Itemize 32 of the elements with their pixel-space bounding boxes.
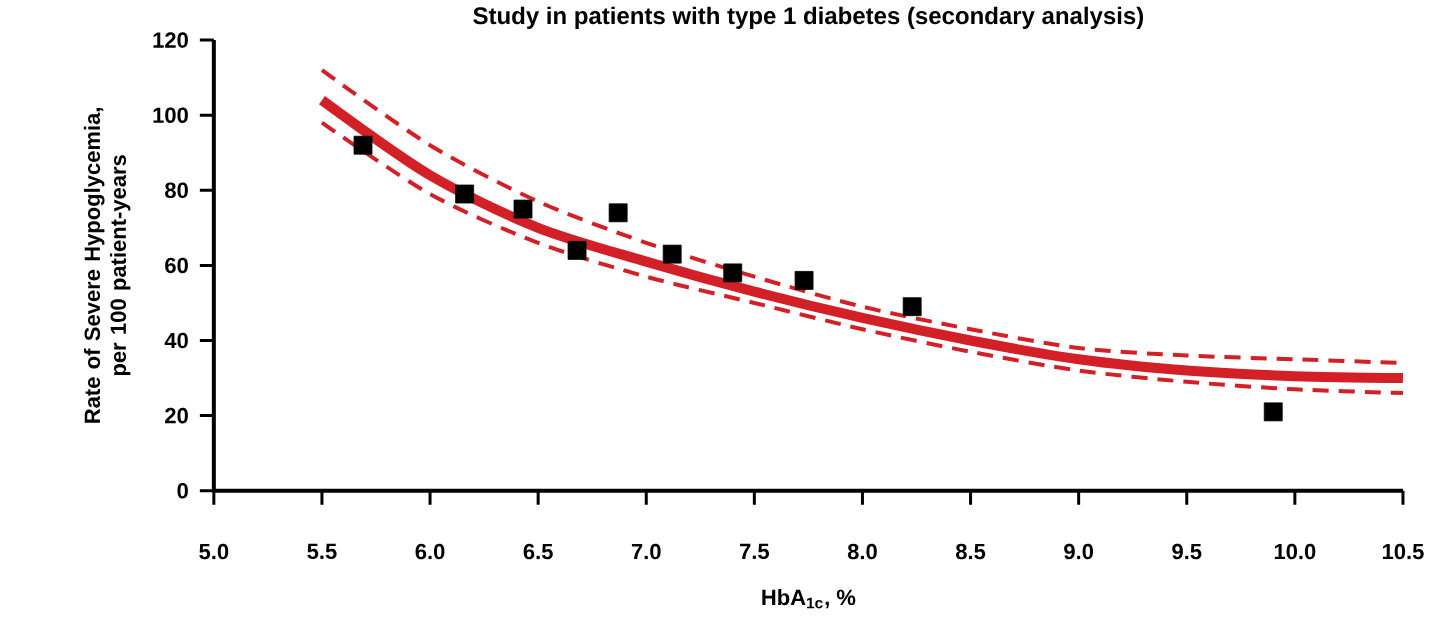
point [455,184,475,204]
x-tick-label: 8.0 [847,543,877,560]
y-tick-label: 120 [153,32,188,49]
x-tick-label: 6.5 [523,543,553,560]
y-tick-label: 100 [153,107,188,124]
point [567,241,587,260]
x-axis-title: HbA$_{1c}$, % [762,589,856,609]
x-tick-label: 9.5 [1172,543,1202,560]
point [902,297,922,317]
chart-title: Study in patients with type 1 diabetes (secondary analysis) [473,6,1144,30]
x-tick-label: 7.5 [740,543,769,560]
x-tick-label: 7.0 [631,543,661,560]
point [723,263,743,283]
point [662,244,682,264]
y-tick-label: 40 [164,332,188,349]
y-tick-label: 80 [165,182,188,199]
x-tick-label: 5.0 [199,543,229,560]
point [794,271,814,290]
point [353,136,373,155]
x-tick-label: 10.5 [1382,543,1424,560]
x-tick-label: 6.0 [415,543,445,560]
point [513,199,533,219]
point [1263,402,1283,422]
x-tick-label: 10.0 [1274,543,1316,560]
y-tick-label: 60 [165,257,188,274]
y-axis-title: Rate of Severe Hypoglycemia, per 100 patient-years [83,108,131,423]
x-tick-label: 9.0 [1064,543,1094,560]
y-tick-label: 20 [165,408,188,424]
x-tick-label: 5.5 [307,543,337,560]
point [608,203,628,223]
x-tick-label: 8.5 [955,543,986,560]
y-tick-label: 0 [177,483,188,499]
